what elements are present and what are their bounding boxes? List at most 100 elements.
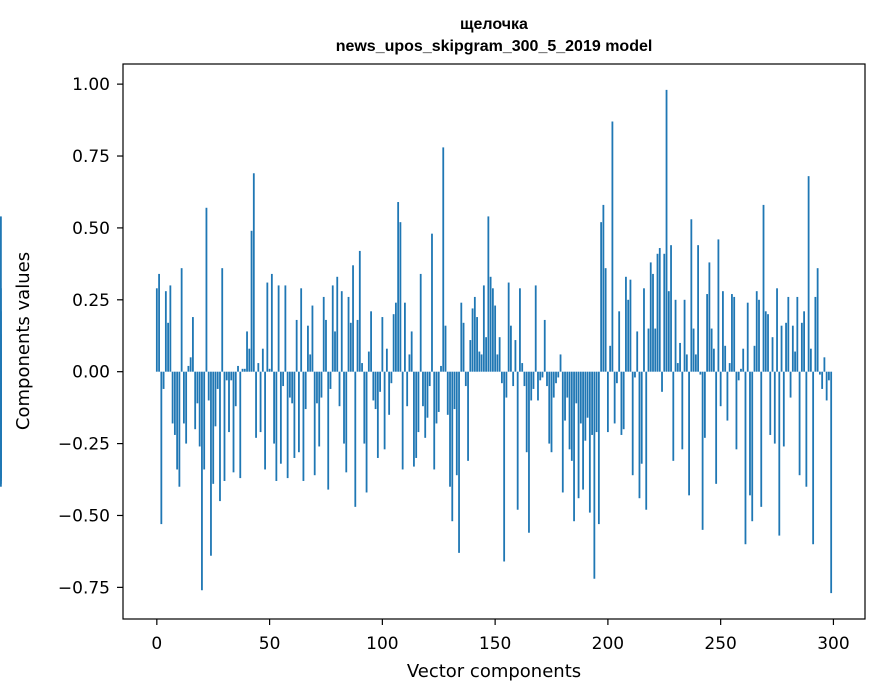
x-tick-label: 150 <box>479 634 511 654</box>
bar <box>476 317 478 372</box>
bar <box>304 371 307 410</box>
bar <box>726 371 729 421</box>
bar <box>264 371 266 470</box>
bar <box>397 202 400 372</box>
bar <box>182 371 185 424</box>
bar <box>158 273 160 372</box>
bar <box>582 371 584 490</box>
bar <box>449 371 451 487</box>
bar <box>494 305 497 372</box>
bar <box>266 282 269 372</box>
bar-series <box>0 89 833 594</box>
bar <box>575 371 578 404</box>
y-tick-label: 0.75 <box>72 147 110 167</box>
bar <box>374 371 377 410</box>
bar <box>0 216 2 372</box>
bar <box>219 371 221 502</box>
y-tick-label: −0.50 <box>58 506 110 526</box>
bar <box>767 314 769 372</box>
bar <box>791 325 794 372</box>
bar <box>588 371 591 513</box>
bar <box>413 371 415 467</box>
bar <box>728 363 731 372</box>
bar <box>250 230 253 372</box>
bar <box>631 371 634 476</box>
bar <box>273 371 275 444</box>
bar <box>638 371 641 499</box>
bar <box>352 265 354 372</box>
bar <box>636 331 639 372</box>
bar <box>579 371 582 424</box>
bar <box>309 354 312 372</box>
bar <box>171 371 174 424</box>
y-tick-label: 0.25 <box>72 291 110 311</box>
bar <box>505 371 508 398</box>
bar <box>203 371 206 470</box>
x-tick-label: 100 <box>366 634 398 654</box>
bar <box>460 302 463 372</box>
bar <box>404 302 406 372</box>
bar <box>189 357 192 372</box>
bar <box>647 328 650 372</box>
bar <box>480 354 483 372</box>
bar <box>453 371 456 410</box>
bar <box>649 262 652 372</box>
bar <box>688 371 690 496</box>
bar <box>690 219 693 372</box>
bar <box>422 371 424 407</box>
bar <box>178 371 181 487</box>
bar <box>548 371 551 444</box>
bar <box>201 371 203 591</box>
bar <box>573 371 575 522</box>
bar <box>228 371 230 433</box>
bar <box>751 371 754 522</box>
bar <box>561 371 564 493</box>
bar <box>347 296 350 372</box>
bar <box>268 368 271 372</box>
bar <box>823 357 826 372</box>
bar <box>320 371 323 398</box>
bar <box>336 276 339 372</box>
bar <box>620 371 623 435</box>
bar <box>550 371 553 453</box>
bar <box>541 371 544 378</box>
bar <box>634 371 636 378</box>
bar <box>383 371 386 450</box>
bar <box>367 351 370 372</box>
bar <box>701 371 704 530</box>
bar <box>512 371 515 387</box>
bar <box>661 371 663 392</box>
bar <box>473 296 476 372</box>
bar <box>708 262 711 372</box>
bar <box>435 371 438 424</box>
bar <box>419 273 422 372</box>
bar <box>300 288 303 372</box>
bar <box>406 371 409 407</box>
bar <box>746 302 749 372</box>
bar <box>507 282 510 372</box>
bar <box>379 371 381 392</box>
bar <box>785 322 787 372</box>
bar <box>385 348 388 372</box>
bar <box>491 288 494 372</box>
bar <box>415 371 418 458</box>
bar <box>322 296 325 372</box>
bar <box>248 348 251 372</box>
bar <box>552 371 555 398</box>
bar <box>807 176 810 372</box>
bar <box>298 371 300 453</box>
bar <box>740 368 742 372</box>
bar <box>762 204 765 372</box>
bar <box>252 173 255 372</box>
bar <box>255 371 257 438</box>
bar <box>372 371 375 401</box>
bar <box>428 371 431 387</box>
bar <box>597 371 600 525</box>
bar <box>356 319 359 372</box>
bar <box>392 314 395 372</box>
bar <box>510 325 512 372</box>
bar <box>814 296 817 372</box>
bar <box>277 285 280 372</box>
bar <box>534 285 537 372</box>
bar <box>205 207 208 372</box>
